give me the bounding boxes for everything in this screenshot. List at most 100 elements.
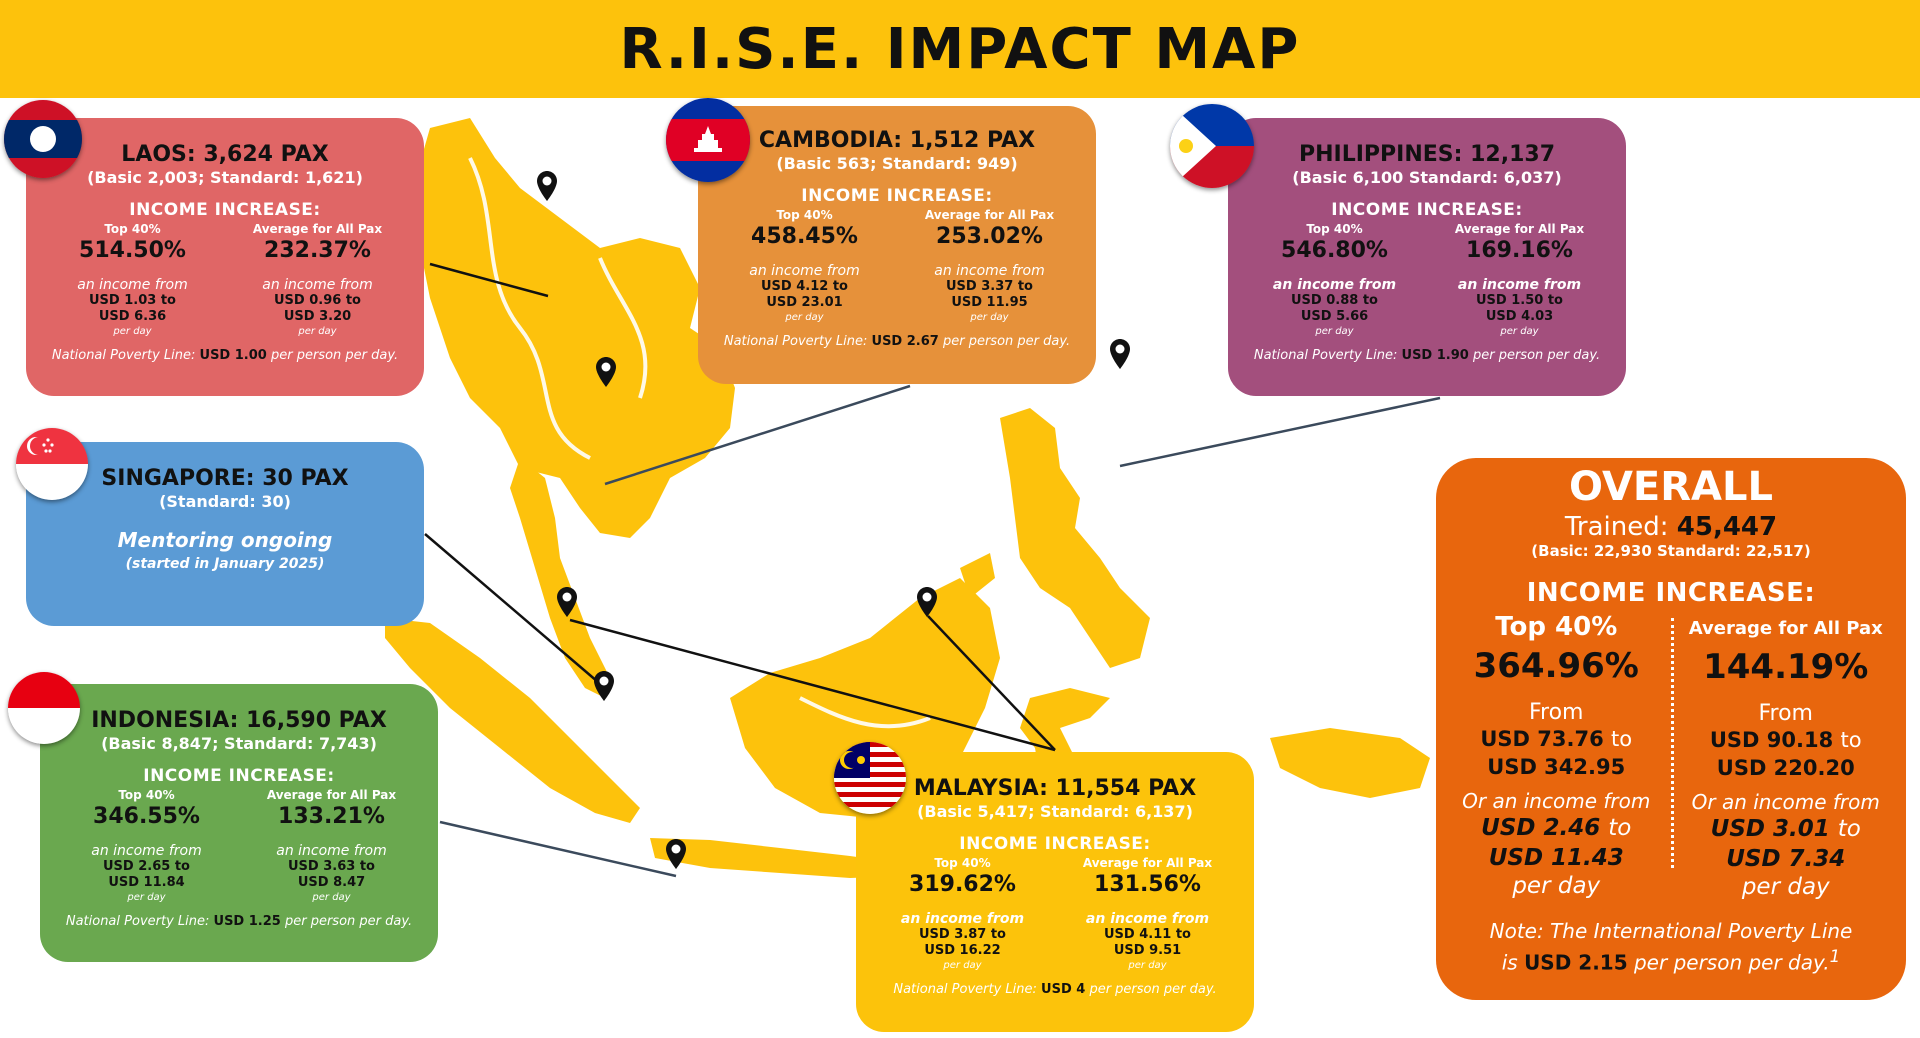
indonesia-top40-range-a: USD 2.65 to bbox=[103, 859, 190, 874]
philippines-avg-pct: 169.16% bbox=[1466, 238, 1573, 263]
indonesia-poverty-line: National Poverty Line: USD 1.25 per pers… bbox=[54, 914, 424, 929]
philippines-avg-range-a: USD 1.50 to bbox=[1476, 293, 1563, 308]
cambodia-top40: Top 40% 458.45% an income from USD 4.12 … bbox=[716, 208, 894, 324]
laos-card: LAOS: 3,624 PAX (Basic 2,003; Standard: … bbox=[26, 118, 424, 396]
overall-average: Average for All Pax 144.19% From USD 90.… bbox=[1676, 612, 1897, 900]
indonesia-card: INDONESIA: 16,590 PAX (Basic 8,847; Stan… bbox=[40, 684, 438, 962]
overall-note-ref: 1 bbox=[1829, 947, 1841, 966]
singapore-pin-icon[interactable] bbox=[593, 670, 615, 702]
overall-top40-alt-line1: USD 2.46 to bbox=[1446, 813, 1667, 843]
overall-avg-label: Average for All Pax bbox=[1688, 618, 1883, 639]
laos-npl-prefix: National Poverty Line: bbox=[51, 348, 196, 363]
philippines-top40-range-a: USD 0.88 to bbox=[1291, 293, 1378, 308]
overall-top40-alt-a: USD 2.46 bbox=[1481, 815, 1601, 841]
laos-npl-suffix: per person per day. bbox=[270, 348, 399, 363]
laos-avg-range-b: USD 3.20 bbox=[283, 309, 352, 324]
laos-average: Average for All Pax 232.37% an income fr… bbox=[229, 222, 407, 338]
malaysia-avg-per-day: per day bbox=[1128, 960, 1167, 971]
cambodia-npl-prefix: National Poverty Line: bbox=[723, 334, 868, 349]
cambodia-top40-from: an income from bbox=[749, 263, 860, 279]
indonesia-npl-suffix: per person per day. bbox=[284, 914, 413, 929]
singapore-title: SINGAPORE: 30 PAX bbox=[101, 466, 349, 491]
malaysia-card: MALAYSIA: 11,554 PAX (Basic 5,417; Stand… bbox=[856, 752, 1254, 1032]
malaysia-flag-icon bbox=[834, 742, 906, 814]
indonesia-npl-value: USD 1.25 bbox=[213, 914, 281, 929]
philippines-top40-from: an income from bbox=[1272, 277, 1397, 293]
cambodia-avg-per-day: per day bbox=[970, 312, 1009, 323]
overall-income-label: INCOME INCREASE: bbox=[1526, 578, 1816, 608]
malaysia-npl-suffix: per person per day. bbox=[1089, 982, 1217, 997]
philippines-card: PHILIPPINES: 12,137 (Basic 6,100 Standar… bbox=[1228, 118, 1626, 396]
malaysia-top40-range-a: USD 3.87 to bbox=[919, 927, 1006, 942]
indonesia-pin-icon[interactable] bbox=[665, 838, 687, 870]
overall-top40-from: From bbox=[1528, 700, 1584, 725]
singapore-connector bbox=[424, 533, 606, 689]
laos-avg-label: Average for All Pax bbox=[252, 222, 383, 236]
indonesia-top40-per-day: per day bbox=[127, 892, 166, 903]
laos-pin-icon[interactable] bbox=[536, 170, 558, 202]
philippines-subtitle: (Basic 6,100 Standard: 6,037) bbox=[1292, 168, 1562, 187]
indonesia-top40-from: an income from bbox=[91, 843, 202, 859]
philippines-top40-pct: 546.80% bbox=[1281, 238, 1388, 263]
overall-avg-alt-to: to bbox=[1837, 816, 1861, 842]
cambodia-flag-icon bbox=[666, 98, 750, 182]
indonesia-avg-from: an income from bbox=[276, 843, 387, 859]
malaysia-top40: Top 40% 319.62% an income from USD 3.87 … bbox=[874, 856, 1052, 972]
overall-note-is: is bbox=[1501, 950, 1518, 975]
cambodia-average: Average for All Pax 253.02% an income fr… bbox=[901, 208, 1079, 324]
overall-top40-alt-to: to bbox=[1608, 815, 1632, 841]
malaysia-avg-from: an income from bbox=[1085, 911, 1210, 927]
laos-subtitle: (Basic 2,003; Standard: 1,621) bbox=[87, 168, 363, 187]
philippines-top40: Top 40% 546.80% an income from USD 0.88 … bbox=[1246, 222, 1424, 338]
overall-trained-label: Trained: bbox=[1564, 512, 1669, 542]
laos-top40-label: Top 40% bbox=[104, 222, 161, 236]
page-title: R.I.S.E. IMPACT MAP bbox=[619, 16, 1301, 82]
indonesia-avg-range-a: USD 3.63 to bbox=[288, 859, 375, 874]
malaysia-peninsula-pin-icon[interactable] bbox=[556, 586, 578, 618]
laos-top40-from: an income from bbox=[77, 277, 188, 293]
philippines-npl-value: USD 1.90 bbox=[1401, 348, 1469, 363]
philippines-average: Average for All Pax 169.16% an income fr… bbox=[1431, 222, 1609, 338]
cambodia-top40-pct: 458.45% bbox=[751, 224, 858, 249]
philippines-top40-label: Top 40% bbox=[1306, 222, 1363, 236]
cambodia-income-label: INCOME INCREASE: bbox=[801, 186, 993, 206]
cambodia-poverty-line: National Poverty Line: USD 2.67 per pers… bbox=[712, 334, 1082, 349]
overall-divider bbox=[1671, 618, 1674, 868]
cambodia-avg-from: an income from bbox=[934, 263, 1045, 279]
malaysia-average: Average for All Pax 131.56% an income fr… bbox=[1059, 856, 1237, 972]
map-rivers bbox=[468, 157, 931, 729]
indonesia-income-label: INCOME INCREASE: bbox=[143, 766, 335, 786]
indonesia-top40: Top 40% 346.55% an income from USD 2.65 … bbox=[58, 788, 236, 904]
indonesia-subtitle: (Basic 8,847; Standard: 7,743) bbox=[101, 734, 377, 753]
laos-top40-pct: 514.50% bbox=[79, 238, 186, 263]
indonesia-connector bbox=[439, 820, 677, 878]
laos-flag-icon bbox=[4, 100, 82, 178]
indonesia-avg-label: Average for All Pax bbox=[266, 788, 397, 802]
philippines-flag-icon bbox=[1170, 104, 1254, 188]
malaysia-npl-value: USD 4 bbox=[1041, 982, 1086, 997]
philippines-connector bbox=[1119, 396, 1441, 468]
malaysia-borneo-pin-icon[interactable] bbox=[916, 586, 938, 618]
overall-avg-range-line1: USD 90.18 to bbox=[1676, 726, 1897, 754]
cambodia-top40-per-day: per day bbox=[785, 312, 824, 323]
philippines-pin-icon[interactable] bbox=[1109, 338, 1131, 370]
overall-note-value: USD 2.15 bbox=[1524, 950, 1628, 975]
malaysia-connector-east bbox=[927, 615, 1056, 751]
malaysia-poverty-line: National Poverty Line: USD 4 per person … bbox=[870, 982, 1240, 997]
overall-top40-alt-b: USD 11.43 bbox=[1488, 845, 1624, 871]
laos-top40-per-day: per day bbox=[113, 326, 152, 337]
philippines-avg-label: Average for All Pax bbox=[1454, 222, 1585, 236]
overall-avg-alt-line1: USD 3.01 to bbox=[1676, 814, 1897, 844]
laos-avg-per-day: per day bbox=[298, 326, 337, 337]
cambodia-pin-icon[interactable] bbox=[595, 356, 617, 388]
overall-top40: Top 40% 364.96% From USD 73.76 to USD 34… bbox=[1446, 612, 1667, 900]
overall-avg-from: From bbox=[1758, 701, 1813, 726]
overall-avg-per-day: per day bbox=[1741, 874, 1830, 900]
philippines-top40-per-day: per day bbox=[1315, 326, 1354, 337]
laos-top40: Top 40% 514.50% an income from USD 1.03 … bbox=[44, 222, 222, 338]
overall-note-prefix: Note: The International Poverty Line bbox=[1489, 919, 1853, 943]
malaysia-title: MALAYSIA: 11,554 PAX bbox=[913, 776, 1197, 801]
overall-card: OVERALL Trained: 45,447 (Basic: 22,930 S… bbox=[1436, 458, 1906, 1000]
malaysia-avg-pct: 131.56% bbox=[1094, 872, 1201, 897]
overall-trained: Trained: 45,447 bbox=[1436, 512, 1906, 542]
